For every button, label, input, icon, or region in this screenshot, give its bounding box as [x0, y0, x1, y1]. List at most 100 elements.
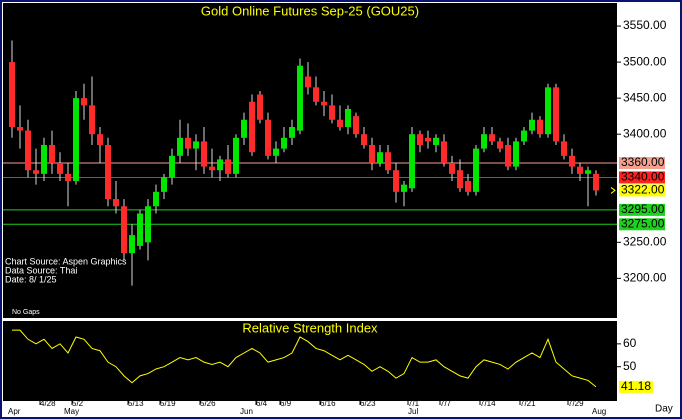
x-tick-label: 7/29: [568, 399, 584, 408]
date-note: Date: 8/ 1/25: [5, 274, 57, 284]
candle-body: [177, 137, 183, 156]
x-tick-label: 6/23: [360, 399, 376, 408]
candle-body: [209, 166, 215, 171]
candle-body: [385, 152, 391, 171]
candle-body: [217, 159, 223, 171]
candle-body: [225, 159, 231, 174]
candle-body: [193, 141, 199, 149]
candle-body: [129, 235, 135, 254]
candle-body: [353, 116, 359, 135]
level-label-box: [619, 203, 665, 216]
gap-note: No Gaps: [12, 309, 40, 316]
y-tick-label: 3400.00: [623, 126, 667, 140]
candle-body: [265, 119, 271, 156]
last-price-box: [619, 184, 665, 197]
candle-body: [41, 145, 47, 174]
candle-body: [545, 87, 551, 135]
candle-body: [9, 62, 15, 127]
chart-title: Gold Online Futures Sep-25 (GOU25): [201, 3, 419, 18]
last-price-arrow: [610, 187, 616, 194]
candle-body: [489, 134, 495, 142]
candle-body: [337, 119, 343, 127]
candle-body: [113, 199, 119, 207]
y-tick-label: 3500.00: [623, 54, 667, 68]
month-label: Aug: [592, 407, 606, 416]
candle-body: [329, 105, 335, 120]
x-tick-label: 5/26: [200, 399, 216, 408]
candle-body: [553, 87, 559, 142]
candle-body: [81, 98, 87, 106]
candle-body: [89, 105, 95, 135]
rsi-panel: [3, 321, 617, 401]
candle-body: [313, 87, 319, 102]
candle-body: [457, 170, 463, 189]
x-unit-label: Day: [655, 404, 673, 415]
source-note: Chart Source: Aspen Graphics: [5, 256, 127, 266]
candle-body: [49, 145, 55, 164]
candle-body: [465, 181, 471, 192]
x-tick-label: 6/4: [256, 399, 268, 408]
y-tick-label: 3200.00: [623, 271, 667, 285]
candle-body: [345, 108, 351, 127]
source-note: Data Source: Thai: [5, 265, 77, 275]
candle-body: [185, 137, 191, 149]
x-tick-label: 6/16: [320, 399, 336, 408]
candle-body: [73, 98, 79, 182]
candle-body: [497, 141, 503, 149]
candle-body: [169, 155, 175, 178]
candle-body: [145, 206, 151, 243]
candle-body: [449, 163, 455, 174]
candle-body: [25, 130, 31, 171]
x-tick-label: 7/14: [480, 399, 496, 408]
candle-body: [529, 119, 535, 131]
candle-body: [153, 191, 159, 207]
candle-body: [513, 141, 519, 167]
rsi-last-box: [619, 380, 653, 393]
candle-body: [33, 170, 39, 174]
candle-body: [433, 137, 439, 146]
candle-body: [273, 148, 279, 156]
candle-body: [441, 141, 447, 164]
candle-body: [593, 173, 599, 191]
candle-body: [17, 126, 23, 131]
candle-body: [201, 141, 207, 167]
x-tick-label: 4/28: [40, 399, 56, 408]
y-tick-label: 60: [623, 336, 637, 350]
x-tick-label: 5/2: [72, 399, 84, 408]
level-label: 3295.00: [621, 202, 665, 216]
candle-body: [417, 134, 423, 146]
candle-body: [321, 101, 327, 106]
level-label: 3340.00: [621, 170, 665, 184]
candle-body: [505, 145, 511, 167]
candle-body: [289, 126, 295, 138]
level-label: 3275.00: [621, 216, 665, 230]
candle-body: [65, 173, 71, 182]
x-tick-label: 5/13: [128, 399, 144, 408]
candle-body: [249, 101, 255, 153]
month-label: Apr: [8, 407, 21, 416]
candle-body: [281, 137, 287, 149]
candle-body: [97, 134, 103, 146]
candle-body: [233, 137, 239, 174]
candle-body: [409, 134, 415, 189]
y-tick-label: 3550.00: [623, 18, 667, 32]
y-tick-label: 3450.00: [623, 90, 667, 104]
candle-body: [401, 184, 407, 192]
candle-body: [393, 170, 399, 192]
level-label-box: [619, 218, 665, 231]
candle-body: [369, 145, 375, 164]
candle-body: [561, 141, 567, 156]
month-label: May: [64, 407, 79, 416]
candle-body: [425, 137, 431, 142]
rsi-title: Relative Strength Index: [242, 320, 378, 335]
candle-body: [305, 76, 311, 88]
x-tick-label: 7/1: [408, 399, 420, 408]
candle-body: [241, 119, 247, 138]
candle-body: [569, 155, 575, 167]
candle-body: [297, 65, 303, 131]
candle-body: [537, 119, 543, 135]
candle-body: [377, 152, 383, 164]
x-tick-label: 6/9: [280, 399, 292, 408]
x-tick-label: 7/7: [440, 399, 452, 408]
candle-body: [521, 130, 527, 142]
